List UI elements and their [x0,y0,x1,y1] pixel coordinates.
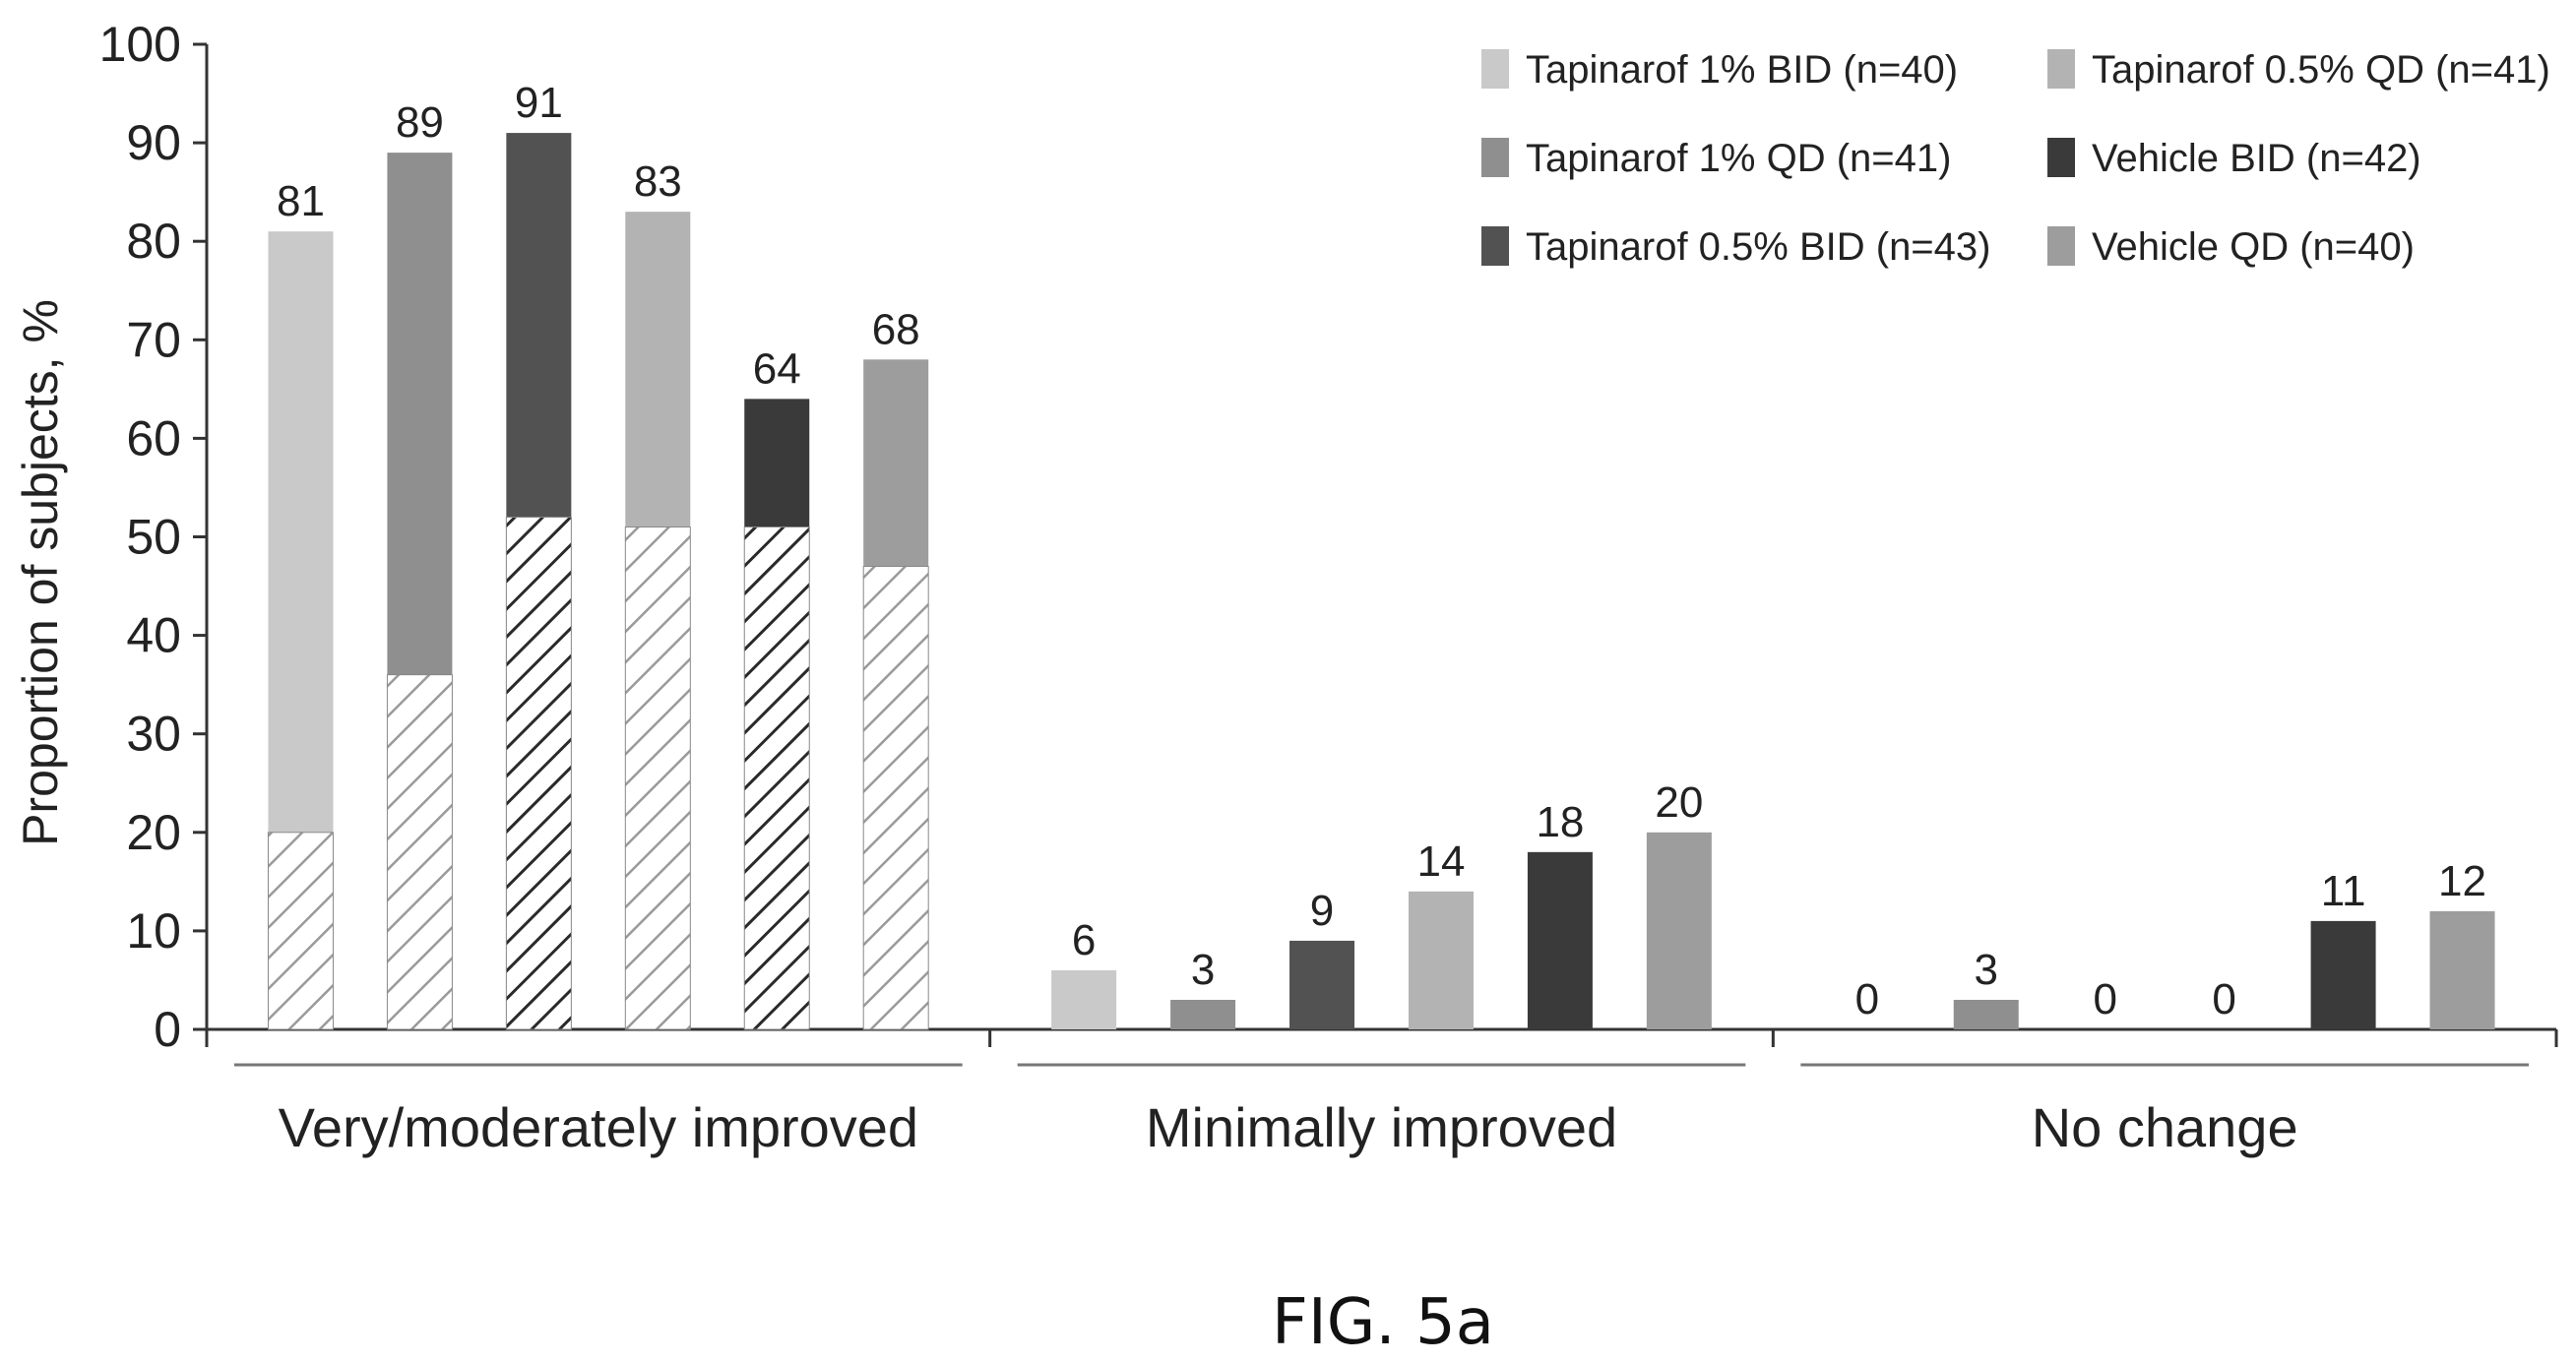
category-label: No change [2032,1096,2298,1158]
bar [2429,910,2495,1029]
bar [2310,920,2376,1029]
bar-value-label: 0 [1855,975,1879,1023]
bars [267,133,2495,1030]
bar [506,133,572,518]
y-tick-label: 100 [99,17,181,72]
legend-swatch [2047,226,2075,266]
bar-value-label: 20 [1655,778,1703,827]
bar [1646,832,1712,1029]
bar-value-label: 0 [2212,975,2235,1023]
bar [1527,851,1593,1029]
bar-value-label: 9 [1310,887,1334,935]
legend-swatch [2047,49,2075,89]
bar-value-label: 11 [2321,867,2366,915]
figure-caption: FIG. 5a [1272,1286,1494,1359]
bar-value-label: 3 [1975,946,1998,994]
bar [1408,891,1474,1029]
legend-label: Tapinarof 1% BID (n=40) [1526,48,1958,92]
bar-value-label: 18 [1536,798,1584,846]
legend-label: Tapinarof 1% QD (n=41) [1526,137,1951,180]
bar [1051,969,1117,1029]
bar-hatched-segment [743,526,810,1030]
category-label: Minimally improved [1146,1096,1617,1158]
bar-hatched-segment [386,674,453,1030]
category-label: Very/moderately improved [279,1096,919,1158]
bar [1170,999,1236,1029]
y-ticks: 0 10 20 30 40 50 60 70 80 90 100 [99,17,207,1057]
bar [1953,999,2019,1029]
y-tick-label: 20 [126,805,181,860]
y-tick-label: 40 [126,608,181,663]
bar-value-label: 68 [872,305,920,353]
y-tick-label: 0 [154,1002,181,1057]
legend-label: Tapinarof 0.5% QD (n=41) [2092,48,2550,92]
legend-swatch [2047,138,2075,177]
bar [625,212,691,527]
y-tick-label: 50 [126,510,181,565]
bar [1289,940,1355,1029]
legend-label: Vehicle QD (n=40) [2092,225,2415,269]
bar-hatched-segment [267,832,334,1030]
bar-value-label: 12 [2438,857,2486,905]
y-axis-label: Proportion of subjects, % [13,299,68,846]
y-tick-label: 70 [126,312,181,367]
bar [863,359,929,567]
bar-hatched-segment [505,516,572,1030]
y-tick-label: 30 [126,707,181,762]
bar-value-label: 0 [2093,975,2116,1023]
y-tick-label: 90 [126,115,181,170]
y-tick-label: 60 [126,410,181,465]
bar-value-label: 83 [634,157,682,206]
y-tick-label: 10 [126,903,181,959]
bar [387,153,453,675]
bar [744,399,810,527]
bar-value-label: 6 [1072,916,1096,964]
legend: Tapinarof 1% BID (n=40) Tapinarof 1% QD (… [1481,48,2550,269]
legend-label: Tapinarof 0.5% BID (n=43) [1526,225,1990,269]
bar-hatched-segment [624,526,691,1030]
y-tick-label: 80 [126,214,181,269]
bar-value-label: 91 [515,79,563,127]
legend-swatch [1481,226,1509,266]
bar-value-label: 3 [1191,946,1215,994]
category-labels: Very/moderately improved Minimally improv… [279,1096,2298,1158]
legend-label: Vehicle BID (n=42) [2092,137,2421,180]
bar-value-label: 81 [277,177,325,225]
bar-value-label: 64 [753,344,801,393]
group-dividers [205,1029,2558,1067]
bar [268,231,334,833]
value-labels: 81 6 0 89 3 3 91 9 0 83 14 0 64 18 11 68 20 12 [277,79,2486,1023]
legend-swatch [1481,49,1509,89]
bar-value-label: 89 [396,98,444,147]
bar-hatched-segment [862,566,929,1030]
bar-value-label: 14 [1416,837,1465,886]
legend-swatch [1481,138,1509,177]
